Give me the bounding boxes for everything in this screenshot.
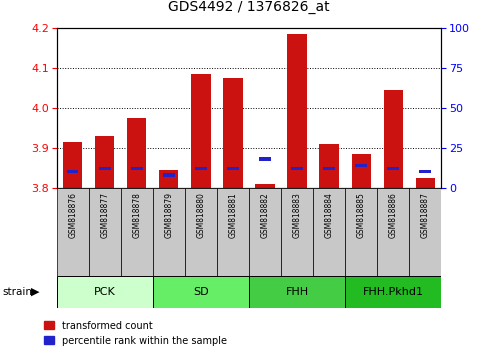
Bar bbox=[409, 188, 441, 276]
Bar bbox=[291, 167, 303, 170]
Text: GSM818880: GSM818880 bbox=[196, 192, 206, 238]
Text: GSM818887: GSM818887 bbox=[421, 192, 430, 238]
Bar bbox=[89, 188, 121, 276]
Text: GSM818876: GSM818876 bbox=[68, 192, 77, 238]
Legend: transformed count, percentile rank within the sample: transformed count, percentile rank withi… bbox=[44, 321, 227, 346]
Text: GSM818881: GSM818881 bbox=[228, 192, 238, 238]
Bar bbox=[345, 276, 441, 308]
Text: FHH.Pkhd1: FHH.Pkhd1 bbox=[363, 287, 423, 297]
Bar bbox=[57, 276, 153, 308]
Bar bbox=[95, 136, 114, 188]
Bar bbox=[227, 167, 239, 170]
Bar bbox=[323, 167, 335, 170]
Text: GSM818883: GSM818883 bbox=[292, 192, 302, 238]
Text: SD: SD bbox=[193, 287, 209, 297]
Bar bbox=[217, 188, 249, 276]
Bar bbox=[153, 188, 185, 276]
Text: GSM818885: GSM818885 bbox=[356, 192, 366, 238]
Bar bbox=[416, 178, 435, 188]
Bar bbox=[195, 167, 207, 170]
Bar bbox=[377, 188, 409, 276]
Bar bbox=[99, 167, 110, 170]
Text: FHH: FHH bbox=[285, 287, 309, 297]
Bar bbox=[67, 170, 78, 173]
Text: GSM818884: GSM818884 bbox=[324, 192, 334, 238]
Bar bbox=[281, 188, 313, 276]
Bar bbox=[384, 90, 403, 188]
Bar bbox=[127, 118, 146, 188]
Bar bbox=[153, 276, 249, 308]
Text: strain: strain bbox=[2, 287, 33, 297]
Bar bbox=[121, 188, 153, 276]
Bar bbox=[255, 184, 275, 188]
Text: PCK: PCK bbox=[94, 287, 116, 297]
Bar bbox=[131, 167, 142, 170]
Text: ▶: ▶ bbox=[31, 287, 39, 297]
Bar bbox=[249, 276, 345, 308]
Bar bbox=[345, 188, 377, 276]
Text: GSM818886: GSM818886 bbox=[388, 192, 398, 238]
Text: GSM818879: GSM818879 bbox=[164, 192, 174, 238]
Bar bbox=[185, 188, 217, 276]
Bar bbox=[223, 78, 243, 188]
Bar bbox=[352, 154, 371, 188]
Bar bbox=[57, 188, 89, 276]
Bar bbox=[159, 170, 178, 188]
Bar bbox=[191, 74, 211, 188]
Bar bbox=[249, 188, 281, 276]
Bar bbox=[355, 164, 367, 167]
Bar bbox=[313, 188, 345, 276]
Bar bbox=[259, 157, 271, 161]
Bar bbox=[420, 170, 431, 173]
Bar bbox=[319, 144, 339, 188]
Bar bbox=[63, 142, 82, 188]
Text: GDS4492 / 1376826_at: GDS4492 / 1376826_at bbox=[168, 0, 330, 14]
Bar bbox=[387, 167, 399, 170]
Bar bbox=[163, 173, 175, 177]
Text: GSM818877: GSM818877 bbox=[100, 192, 109, 238]
Bar bbox=[287, 34, 307, 188]
Text: GSM818882: GSM818882 bbox=[260, 192, 270, 238]
Text: GSM818878: GSM818878 bbox=[132, 192, 141, 238]
